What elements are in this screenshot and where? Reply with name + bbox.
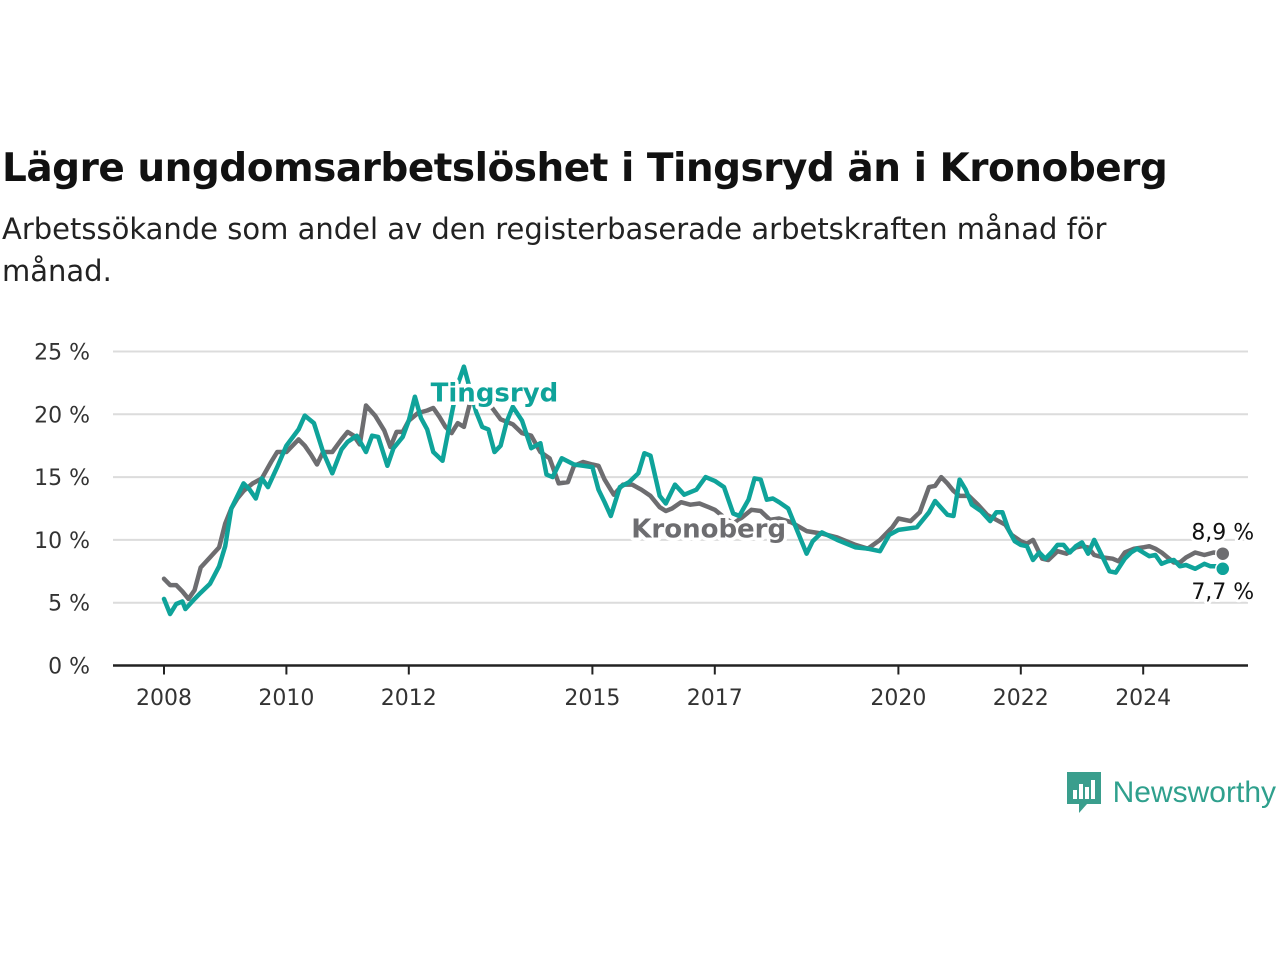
- end-value-label-kronoberg: 8,9 %: [1191, 521, 1254, 546]
- x-tick-label: 2022: [993, 686, 1049, 711]
- x-tick-label: 2024: [1115, 686, 1171, 711]
- brand-name: Newsworthy: [1112, 776, 1276, 809]
- series-label-kronoberg: Kronoberg: [631, 514, 786, 544]
- x-tick-label: 2020: [870, 686, 926, 711]
- y-tick-label: 20 %: [34, 403, 90, 428]
- x-tick-label: 2015: [564, 686, 620, 711]
- x-tick-label: 2008: [136, 686, 192, 711]
- y-tick-label: 15 %: [34, 466, 90, 491]
- newsworthy-logo-icon: [1066, 772, 1101, 813]
- y-tick-label: 0 %: [48, 655, 90, 680]
- end-marker-kronoberg: [1215, 545, 1231, 562]
- series-label-tingsryd: Tingsryd: [431, 379, 559, 409]
- x-tick-label: 2010: [258, 686, 314, 711]
- end-marker-tingsryd: [1215, 561, 1231, 577]
- x-tick-label: 2012: [381, 686, 437, 711]
- y-tick-label: 10 %: [34, 529, 90, 554]
- series-line-tingsryd: [161, 364, 1226, 617]
- chart-subtitle: Arbetssökande som andel av den registerb…: [2, 212, 1107, 288]
- y-tick-label: 25 %: [34, 341, 90, 366]
- series-line-kronoberg: [161, 399, 1226, 602]
- y-tick-label: 5 %: [48, 592, 90, 617]
- brand-logo: Newsworthy: [1065, 770, 1276, 816]
- end-value-label-tingsryd: 7,7 %: [1191, 580, 1254, 605]
- chart-title: Lägre ungdomsarbetslöshet i Tingsryd än …: [2, 146, 1168, 191]
- x-tick-label: 2017: [687, 686, 743, 711]
